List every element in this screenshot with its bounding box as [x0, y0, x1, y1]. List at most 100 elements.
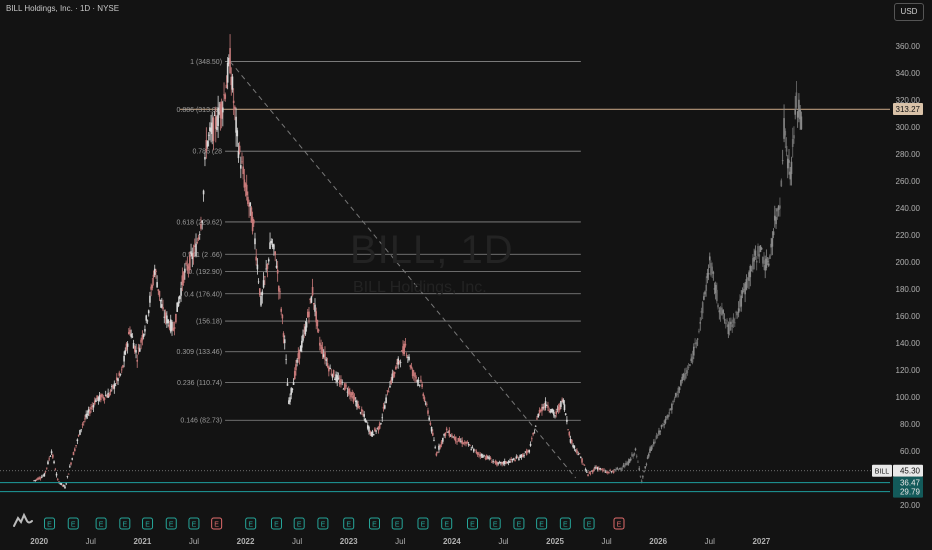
fib-level-label: 0.4 (176.40)	[184, 291, 222, 298]
candle-body	[135, 350, 137, 353]
candle-body	[435, 453, 438, 456]
candle-body	[512, 458, 515, 460]
candle-body	[129, 329, 131, 334]
candle-body	[240, 165, 242, 169]
candle-body	[594, 467, 596, 469]
candle-body	[95, 399, 97, 402]
candle-body	[767, 263, 770, 266]
candle-body	[466, 441, 469, 443]
candle-body	[251, 216, 254, 232]
candle-body	[344, 383, 346, 390]
candle-body	[493, 461, 496, 463]
candle-body	[680, 380, 682, 386]
candle-body	[568, 431, 571, 436]
candle-body	[262, 280, 265, 288]
candle-body	[764, 265, 766, 271]
candle-body	[360, 409, 363, 412]
symbol-title[interactable]: BILL Holdings, Inc. · 1D · NYSE	[6, 4, 120, 13]
earnings-marker	[142, 517, 154, 530]
candle-body	[79, 430, 81, 435]
candle-body	[500, 461, 502, 464]
earnings-marker-label: E	[297, 522, 302, 529]
candle-body	[511, 458, 514, 461]
candle-body	[109, 390, 112, 393]
fib-level-label: 0.146 (82.73)	[180, 418, 222, 425]
candle-body	[255, 256, 257, 261]
candle-body	[276, 269, 279, 274]
candle-body	[457, 438, 460, 442]
candle-body	[746, 278, 749, 280]
candle-body	[614, 468, 616, 470]
candle-body	[553, 411, 555, 416]
candle-body	[157, 289, 160, 291]
candle-body	[112, 385, 114, 389]
candle-body	[190, 251, 192, 254]
candle-body	[654, 441, 656, 443]
candle-body	[90, 407, 92, 410]
earnings-marker-label: E	[421, 522, 426, 529]
candle-body	[430, 426, 433, 432]
candle-body	[791, 139, 794, 147]
fib-level-label: 0.618 (229.62)	[177, 219, 223, 226]
candle-body	[539, 410, 542, 411]
earnings-marker	[391, 517, 403, 530]
candle-body	[164, 312, 167, 319]
candle-body	[202, 190, 205, 195]
candle-body	[404, 343, 407, 346]
candle-body	[531, 438, 533, 440]
candle-body	[70, 462, 72, 465]
candle-body	[247, 196, 249, 205]
candle-body	[207, 134, 210, 136]
candle-body	[166, 315, 168, 324]
currency-button[interactable]: USD	[894, 3, 924, 21]
candle-body	[149, 295, 151, 303]
candle-body	[329, 367, 331, 369]
candle-body	[237, 150, 240, 159]
candle-body	[142, 334, 145, 337]
candle-body	[445, 428, 448, 431]
candle-body	[107, 392, 109, 398]
candle-body	[505, 461, 507, 464]
tradingview-logo-icon[interactable]	[12, 512, 34, 528]
candle-body	[66, 476, 69, 478]
candle-body	[289, 397, 291, 402]
candle-body	[244, 183, 247, 187]
candle-body	[306, 311, 309, 318]
candle-body	[86, 413, 89, 416]
candle-body	[770, 243, 772, 248]
candle-body	[409, 365, 412, 367]
projection-series	[614, 80, 803, 484]
candle-body	[75, 445, 77, 446]
candle-body	[111, 386, 113, 387]
candle-body	[34, 479, 37, 481]
candle-body	[696, 338, 699, 340]
candle-body	[54, 469, 57, 471]
candle-body	[346, 391, 349, 393]
candle-body	[588, 472, 591, 474]
candle-body	[285, 359, 287, 361]
candle-body	[322, 354, 325, 357]
candle-body	[397, 358, 400, 365]
candle-body	[668, 412, 671, 414]
candle-body	[650, 446, 653, 451]
candle-body	[421, 384, 423, 387]
candle-body	[357, 404, 359, 409]
candle-body	[387, 391, 390, 393]
earnings-marker	[489, 517, 501, 530]
x-tick-label: 2025	[546, 537, 564, 546]
fib-level-label: 0.309 (133.46)	[177, 349, 223, 356]
candle-body	[637, 461, 639, 463]
y-tick-label: 140.00	[896, 339, 921, 348]
candle-body	[784, 130, 787, 136]
candle-body	[644, 466, 647, 469]
candle-body	[283, 339, 286, 344]
candle-body	[733, 322, 736, 324]
candle-body	[593, 469, 595, 471]
candle-body	[271, 244, 274, 248]
candle-body	[551, 409, 554, 413]
candle-body	[461, 440, 463, 444]
candle-body	[444, 432, 447, 436]
candle-body	[238, 145, 241, 153]
candle-body	[617, 468, 620, 470]
